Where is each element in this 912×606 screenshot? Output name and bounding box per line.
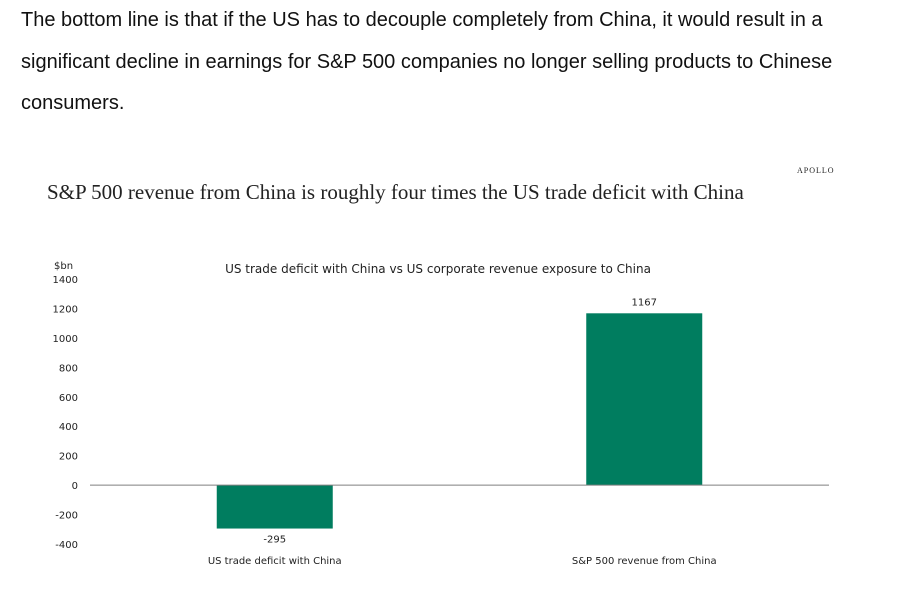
article-text: The bottom line is that if the US has to… (21, 0, 901, 125)
y-tick-label: -200 (55, 511, 78, 522)
x-tick-label: S&P 500 revenue from China (572, 556, 717, 567)
chart-title: US trade deficit with China vs US corpor… (225, 262, 651, 276)
figure-headline: S&P 500 revenue from China is roughly fo… (47, 180, 744, 204)
article-paragraph: The bottom line is that if the US has to… (21, 9, 833, 114)
y-tick-label: 1200 (53, 304, 78, 315)
x-tick-label: US trade deficit with China (208, 556, 342, 567)
data-label: 1167 (632, 297, 657, 308)
y-tick-label: 800 (59, 363, 78, 374)
bar (216, 485, 333, 529)
y-tick-label: 200 (59, 452, 78, 463)
y-tick-label: 400 (59, 422, 78, 433)
y-tick-label: -400 (55, 540, 78, 551)
y-tick-label: 1400 (53, 275, 78, 286)
y-tick-label: 1000 (53, 334, 78, 345)
data-label: -295 (263, 535, 286, 546)
y-tick-label: 600 (59, 393, 78, 404)
bar (586, 313, 703, 486)
y-tick-label: 0 (72, 481, 78, 492)
brand-label: APOLLO (797, 166, 835, 175)
y-axis-label: $bn (54, 261, 73, 272)
